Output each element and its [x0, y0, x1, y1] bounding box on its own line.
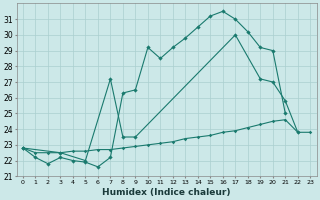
X-axis label: Humidex (Indice chaleur): Humidex (Indice chaleur) — [102, 188, 231, 197]
